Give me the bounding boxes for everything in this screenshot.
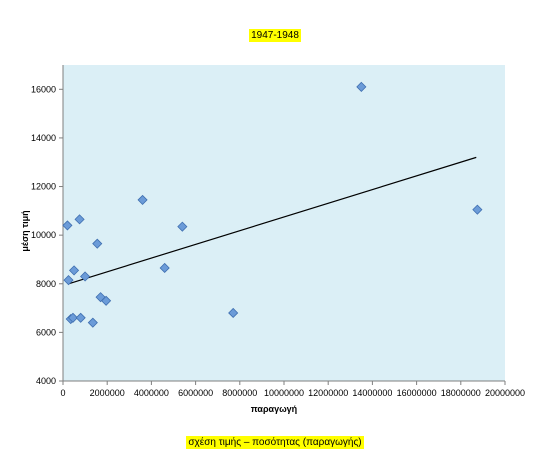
data-point bbox=[159, 262, 170, 274]
data-point bbox=[67, 312, 79, 323]
plot-area bbox=[63, 65, 505, 381]
data-point bbox=[137, 194, 148, 205]
y-tick-label: 4000 bbox=[36, 376, 56, 386]
data-point bbox=[92, 238, 103, 249]
y-tick-label: 14000 bbox=[31, 133, 56, 143]
data-point bbox=[80, 271, 91, 282]
y-tick-label: 16000 bbox=[31, 84, 56, 94]
data-point bbox=[62, 220, 73, 231]
data-point bbox=[101, 295, 112, 306]
data-point bbox=[472, 204, 483, 215]
data-point bbox=[63, 275, 74, 286]
y-tick-label: 10000 bbox=[31, 230, 56, 240]
data-point bbox=[74, 214, 85, 225]
data-point bbox=[87, 317, 98, 328]
chart-caption: σχέση τιμής – ποσότητας (παραγωγής) bbox=[0, 432, 550, 450]
x-tick-label: 0 bbox=[60, 388, 65, 398]
data-point bbox=[177, 221, 188, 232]
chart-title-text: 1947-1948 bbox=[249, 29, 301, 42]
trendline bbox=[68, 156, 477, 285]
x-tick-label: 2000000 bbox=[90, 388, 125, 398]
y-tick-label: 8000 bbox=[36, 279, 56, 289]
chart-title: 1947-1948 bbox=[0, 25, 550, 43]
x-axis-label: παραγωγή bbox=[251, 404, 297, 414]
data-point bbox=[228, 307, 239, 319]
x-tick-label: 6000000 bbox=[178, 388, 213, 398]
x-tick-label: 20000000 bbox=[485, 388, 525, 398]
y-tick-label: 6000 bbox=[36, 327, 56, 337]
data-point bbox=[68, 265, 80, 276]
x-tick-label: 14000000 bbox=[352, 388, 392, 398]
data-point bbox=[356, 81, 367, 92]
x-tick-label: 18000000 bbox=[441, 388, 481, 398]
x-tick-label: 4000000 bbox=[134, 388, 169, 398]
x-tick-label: 16000000 bbox=[397, 388, 437, 398]
x-tick-label: 10000000 bbox=[264, 388, 304, 398]
y-axis-label: μέση τιμή bbox=[20, 210, 30, 251]
chart-caption-text: σχέση τιμής – ποσότητας (παραγωγής) bbox=[186, 436, 364, 449]
data-point bbox=[75, 312, 86, 323]
y-tick-label: 12000 bbox=[31, 182, 56, 192]
x-tick-label: 8000000 bbox=[222, 388, 257, 398]
x-tick-label: 12000000 bbox=[308, 388, 348, 398]
